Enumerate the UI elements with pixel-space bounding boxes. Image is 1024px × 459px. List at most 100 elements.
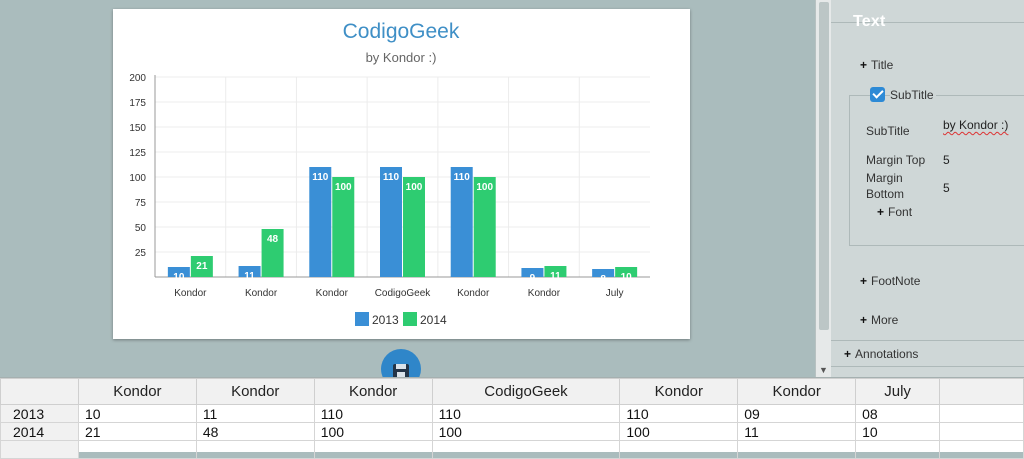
plus-icon: + — [877, 205, 885, 219]
data-label: 100 — [476, 182, 493, 193]
plus-icon: + — [860, 58, 868, 72]
table-cell[interactable]: 11 — [195, 404, 315, 423]
table-cell[interactable]: 09 — [737, 404, 857, 423]
column-header[interactable]: CodigoGeek — [431, 378, 621, 405]
table-cell[interactable]: 08 — [855, 404, 941, 423]
table-cell[interactable]: 110 — [313, 404, 433, 423]
table-cell[interactable]: 110 — [619, 404, 739, 423]
legend-label: 2013 — [372, 313, 399, 327]
margin-bottom-label-line1: Margin — [866, 171, 903, 185]
font-expander[interactable]: + Font — [877, 205, 912, 219]
subtitle-input[interactable]: by Kondor :) — [943, 118, 1009, 132]
panel-scrollbar[interactable]: ▼ — [815, 0, 832, 377]
column-header[interactable]: Kondor — [737, 378, 857, 405]
table-cell[interactable] — [313, 440, 433, 459]
font-item-label: Font — [888, 205, 913, 219]
y-tick-label: 125 — [129, 148, 146, 159]
data-label: 11 — [244, 271, 255, 282]
title-expander[interactable]: + Title — [860, 58, 893, 72]
table-cell[interactable] — [939, 404, 1024, 423]
table-cell[interactable]: 21 — [77, 422, 197, 441]
x-tick-label: July — [606, 288, 624, 299]
legend-swatch-2013 — [355, 312, 369, 326]
data-label: 110 — [312, 172, 329, 183]
data-label: 100 — [406, 182, 423, 193]
table-cell[interactable] — [619, 440, 739, 459]
panel-divider — [831, 366, 1024, 367]
plus-icon: + — [860, 313, 868, 327]
subtitle-field-label: SubTitle — [866, 124, 910, 138]
y-tick-label: 200 — [129, 73, 146, 84]
table-cell[interactable] — [195, 440, 315, 459]
more-expander[interactable]: + More — [860, 313, 898, 327]
header-row: Kondor Kondor Kondor CodigoGeek Kondor K… — [0, 378, 1024, 405]
margin-top-label: Margin Top — [866, 153, 926, 167]
x-tick-label: CodigoGeek — [375, 288, 432, 299]
data-label: 8 — [600, 274, 606, 285]
table-row — [0, 440, 1024, 459]
data-label: 110 — [454, 172, 471, 183]
y-tick-label: 150 — [129, 123, 146, 134]
table-cell[interactable]: 10 — [77, 404, 197, 423]
table-cell[interactable] — [77, 440, 197, 459]
bar-2013-6 — [592, 269, 615, 277]
annotations-expander[interactable]: + Annotations — [844, 347, 918, 361]
column-header[interactable]: Kondor — [195, 378, 315, 405]
scrollbar-thumb[interactable] — [819, 2, 829, 330]
chart-card: CodigoGeek by Kondor :) 200 175 150 125 100 75 5… — [113, 9, 690, 339]
title-item-label: Title — [871, 58, 894, 72]
column-header[interactable]: Kondor — [313, 378, 433, 405]
table-row: 2014 21 48 100 100 100 11 10 — [0, 422, 1024, 441]
bar-2013-1 — [238, 266, 261, 277]
column-header[interactable]: Kondor — [77, 378, 197, 405]
margin-bottom-input[interactable]: 5 — [943, 181, 950, 195]
x-tick-label: Kondor — [528, 288, 561, 299]
plus-icon: + — [844, 347, 852, 361]
more-item-label: More — [871, 313, 899, 327]
margin-top-input[interactable]: 5 — [943, 153, 950, 167]
data-table: Kondor Kondor Kondor CodigoGeek Kondor K… — [0, 378, 1024, 459]
bar-2013-5 — [521, 268, 544, 277]
x-tick-label: Kondor — [245, 288, 278, 299]
data-label: 21 — [196, 261, 208, 272]
table-cell[interactable]: 11 — [737, 422, 857, 441]
column-header[interactable]: Kondor — [619, 378, 739, 405]
corner-header — [0, 378, 79, 405]
table-cell[interactable]: 10 — [855, 422, 941, 441]
bar-2014-0 — [190, 256, 213, 277]
subtitle-group — [849, 95, 1024, 246]
y-tick-label: 175 — [129, 98, 146, 109]
row-header[interactable] — [0, 440, 79, 459]
subtitle-checkbox[interactable] — [870, 87, 885, 102]
table-cell[interactable]: 100 — [619, 422, 739, 441]
table-cell[interactable]: 110 — [431, 404, 621, 423]
section-title-text: Text — [853, 13, 886, 30]
subtitle-legend: SubTitle — [890, 88, 936, 102]
chart-title: CodigoGeek — [343, 20, 460, 43]
y-tick-label: 25 — [135, 248, 147, 259]
column-header[interactable]: July — [855, 378, 941, 405]
footnote-expander[interactable]: + FootNote — [860, 274, 920, 288]
column-header[interactable] — [939, 378, 1024, 405]
table-cell[interactable] — [939, 440, 1024, 459]
row-header[interactable]: 2014 — [0, 422, 79, 441]
bar-2014-6 — [615, 267, 638, 277]
footnote-item-label: FootNote — [871, 274, 921, 288]
data-label: 11 — [550, 271, 561, 282]
plus-icon: + — [860, 274, 868, 288]
y-tick-label: 50 — [135, 223, 147, 234]
data-label: 10 — [173, 272, 185, 283]
legend-label: 2014 — [420, 313, 447, 327]
bar-2014-2 — [332, 177, 355, 277]
table-cell[interactable] — [939, 422, 1024, 441]
bar-2014-5 — [544, 266, 567, 277]
table-cell[interactable]: 100 — [313, 422, 433, 441]
row-header[interactable]: 2013 — [0, 404, 79, 423]
scroll-down-arrow-icon[interactable]: ▼ — [819, 365, 828, 375]
table-cell[interactable] — [737, 440, 857, 459]
table-cell[interactable] — [431, 440, 621, 459]
table-cell[interactable]: 100 — [431, 422, 621, 441]
table-cell[interactable]: 48 — [195, 422, 315, 441]
settings-panel: Text + Title SubTitle SubTitle by Kondor … — [831, 0, 1024, 377]
table-cell[interactable] — [855, 440, 941, 459]
